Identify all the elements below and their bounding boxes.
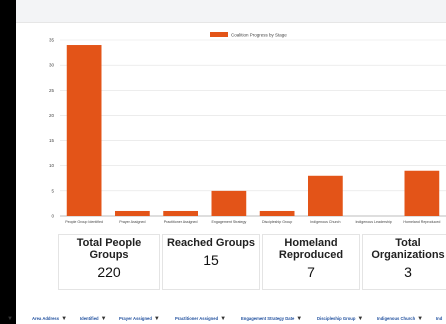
x-tick-label: Prayer Assigned [119, 220, 145, 224]
top-bar [16, 0, 446, 23]
filter-ind[interactable]: Ind [436, 314, 442, 324]
stat-value: 220 [97, 264, 121, 280]
x-tick-label: Engagement Strategy [211, 220, 246, 224]
bar [66, 45, 102, 217]
funnel-icon: ▼ [220, 316, 227, 322]
funnel-icon: ▼ [153, 316, 160, 322]
coalition-progress-chart: 0 5 10 15 20 25 30 35 Coalition Progress by Stag… [16, 26, 446, 230]
dashboard: 0 5 10 15 20 25 30 35 Coalition Progress by Stag… [16, 0, 446, 324]
column-filter-bar: ▼ Area Address ▼ Identified ▼ Prayer Assig… [0, 314, 446, 324]
y-tick-label: 0 [51, 214, 54, 219]
stat-value: 15 [203, 252, 219, 268]
x-tick-label: Discipleship Group [262, 220, 292, 224]
filter-label: Prayer Assigned [119, 316, 152, 321]
bar [259, 210, 295, 216]
filter-practitioner-assigned[interactable]: Practitioner Assigned ▼ [175, 314, 226, 324]
filter-label: Indigenous Church [377, 316, 416, 321]
filter-discipleship-group[interactable]: Discipleship Group ▼ [317, 314, 363, 324]
stat-card-total-organizations: Total Organizations 3 [362, 234, 446, 290]
stat-card-homeland-reproduced: Homeland Reproduced 7 [262, 234, 360, 290]
stats-row: Total People Groups 220 Reached Groups 1… [58, 234, 446, 290]
stat-label: Homeland Reproduced [278, 237, 344, 261]
bar [115, 210, 150, 216]
bar [308, 175, 343, 216]
funnel-icon: ▼ [61, 316, 68, 322]
x-tick-label: Indigenous Church [310, 220, 340, 224]
x-tick-label: People Group Identified [65, 220, 103, 224]
funnel-icon: ▼ [100, 316, 107, 322]
filter-area-address[interactable]: Area Address ▼ [32, 314, 67, 324]
x-tick-label: Practitioner Assigned [164, 220, 198, 224]
bar-chart-svg: 0 5 10 15 20 25 30 35 Coalition Progress by Stag… [49, 32, 446, 224]
filter-label: Discipleship Group [317, 316, 356, 321]
y-tick-label: 20 [49, 113, 55, 118]
x-tick-label: Indigenous Leadership [355, 220, 391, 224]
funnel-icon: ▼ [417, 316, 424, 322]
legend-swatch [210, 32, 228, 37]
y-tick-label: 15 [49, 138, 55, 143]
y-tick-label: 30 [49, 63, 55, 68]
filter-label: Practitioner Assigned [175, 316, 219, 321]
legend-label: Coalition Progress by Stage [231, 33, 287, 38]
funnel-icon: ▼ [357, 316, 364, 322]
filter-label: Ind [436, 316, 443, 321]
stat-label: Total People Groups [76, 237, 142, 261]
stat-card-reached-groups: Reached Groups 15 [162, 234, 260, 290]
funnel-icon[interactable]: ▼ [7, 316, 13, 322]
filter-label: Area Address [32, 316, 60, 321]
y-tick-label: 10 [49, 163, 55, 168]
y-tick-label: 35 [49, 38, 55, 43]
bar [163, 210, 198, 216]
filter-prayer-assigned[interactable]: Prayer Assigned ▼ [119, 314, 160, 324]
bar [404, 170, 440, 216]
y-tick-label: 25 [49, 88, 55, 93]
stat-label: Total Organizations [371, 237, 445, 261]
filter-engagement-strategy-date[interactable]: Engagement Strategy Date ▼ [241, 314, 302, 324]
bar [211, 190, 247, 216]
filter-label: Identified [80, 316, 99, 321]
stat-value: 7 [307, 264, 315, 280]
filter-indigenous-church[interactable]: Indigenous Church ▼ [377, 314, 423, 324]
filter-label: Engagement Strategy Date [241, 316, 295, 321]
funnel-icon: ▼ [296, 316, 303, 322]
y-tick-label: 5 [51, 188, 54, 193]
filter-identified[interactable]: Identified ▼ [80, 314, 107, 324]
stat-card-total-people-groups: Total People Groups 220 [58, 234, 160, 290]
stat-label: Reached Groups [166, 237, 256, 249]
x-tick-label: Homeland Reproduced [403, 220, 440, 224]
stat-value: 3 [404, 264, 412, 280]
